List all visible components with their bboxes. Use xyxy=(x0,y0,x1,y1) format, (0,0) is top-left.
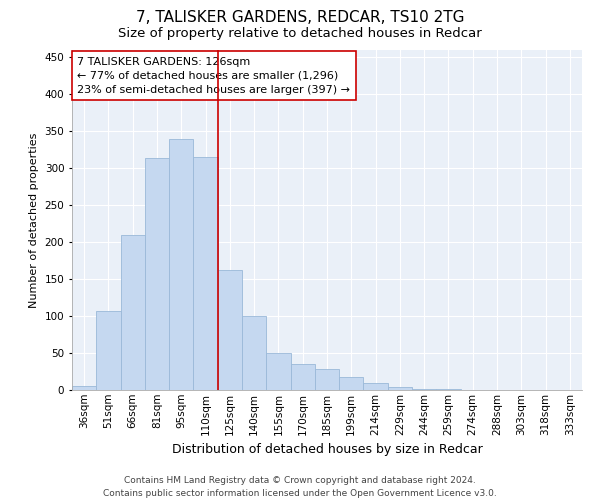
Bar xyxy=(121,235,145,390)
Text: 7 TALISKER GARDENS: 126sqm
← 77% of detached houses are smaller (1,296)
23% of s: 7 TALISKER GARDENS: 126sqm ← 77% of deta… xyxy=(77,57,350,95)
Y-axis label: Number of detached properties: Number of detached properties xyxy=(29,132,39,308)
Bar xyxy=(96,311,121,390)
Bar xyxy=(364,382,388,390)
Text: Size of property relative to detached houses in Redcar: Size of property relative to detached ho… xyxy=(118,28,482,40)
Text: 7, TALISKER GARDENS, REDCAR, TS10 2TG: 7, TALISKER GARDENS, REDCAR, TS10 2TG xyxy=(136,10,464,25)
Bar xyxy=(169,138,193,390)
X-axis label: Distribution of detached houses by size in Redcar: Distribution of detached houses by size … xyxy=(172,443,482,456)
Bar xyxy=(242,316,266,390)
Bar xyxy=(145,158,169,390)
Text: Contains HM Land Registry data © Crown copyright and database right 2024.
Contai: Contains HM Land Registry data © Crown c… xyxy=(103,476,497,498)
Bar xyxy=(388,387,412,390)
Bar xyxy=(193,157,218,390)
Bar xyxy=(72,386,96,390)
Bar xyxy=(218,270,242,390)
Bar xyxy=(290,364,315,390)
Bar xyxy=(339,376,364,390)
Bar xyxy=(266,353,290,390)
Bar xyxy=(412,388,436,390)
Bar xyxy=(315,370,339,390)
